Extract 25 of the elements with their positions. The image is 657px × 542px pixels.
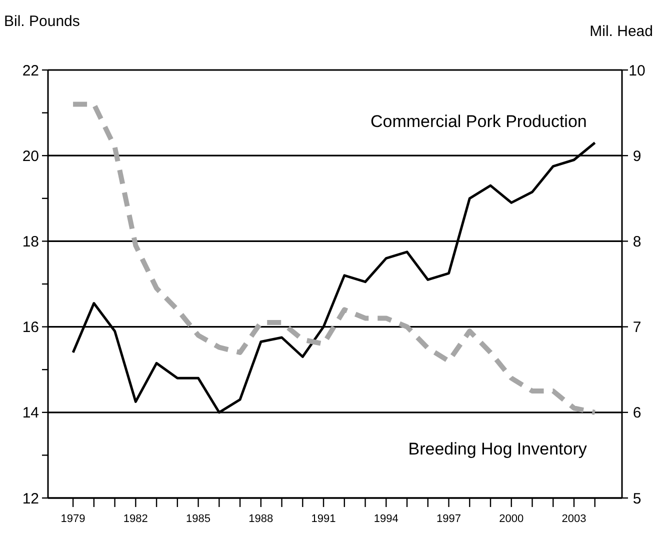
series-label: Breeding Hog Inventory	[408, 439, 588, 458]
x-tick-label: 1979	[60, 513, 86, 525]
x-tick-label: 1988	[248, 513, 274, 525]
y-tick-label: 22	[22, 62, 39, 80]
y2-tick-label: 9	[632, 148, 642, 165]
x-tick-label: 2000	[499, 513, 524, 525]
y-tick-label: 20	[22, 148, 39, 165]
series-label: Commercial Pork Production	[370, 112, 587, 131]
x-tick-label: 1997	[436, 513, 461, 525]
y2-tick-label: 8	[632, 233, 642, 250]
x-tick-label: 1985	[186, 513, 211, 525]
y2-tick-label: 6	[632, 404, 642, 422]
y-tick-label: 18	[22, 233, 39, 250]
x-tick-label: 1982	[123, 513, 148, 525]
y-tick-label: 16	[22, 319, 39, 336]
y2-tick-label: 5	[632, 490, 642, 508]
y2-tick-label: 10	[628, 62, 646, 80]
y-tick-label: 12	[22, 490, 39, 508]
y2-tick-label: 7	[632, 319, 642, 336]
y-axis-title: Bil. Pounds	[4, 13, 80, 30]
x-tick-label: 2003	[562, 513, 586, 525]
x-tick-label: 1991	[311, 513, 336, 525]
y-tick-label: 14	[22, 404, 39, 422]
y2-axis-title: Mil. Head	[590, 23, 653, 40]
x-tick-label: 1994	[374, 513, 398, 525]
